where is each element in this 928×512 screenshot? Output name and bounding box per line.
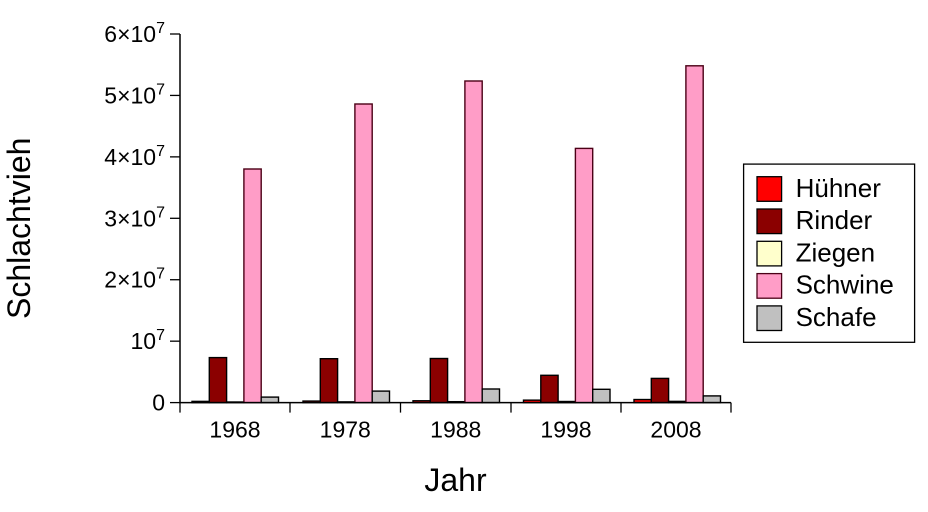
svg-text:4×107: 4×107: [104, 143, 165, 170]
svg-text:Schwine: Schwine: [796, 270, 894, 300]
svg-text:Schafe: Schafe: [796, 302, 877, 332]
svg-text:1998: 1998: [540, 417, 591, 443]
svg-text:3×107: 3×107: [104, 204, 165, 231]
svg-text:Schlachtvieh: Schlachtvieh: [1, 138, 37, 319]
svg-text:Jahr: Jahr: [424, 462, 487, 498]
svg-text:0: 0: [152, 390, 165, 416]
svg-text:1988: 1988: [430, 417, 481, 443]
svg-text:1978: 1978: [320, 417, 371, 443]
svg-text:Ziegen: Ziegen: [796, 237, 876, 267]
svg-text:5×107: 5×107: [104, 81, 165, 108]
svg-text:1968: 1968: [209, 417, 260, 443]
svg-text:6×107: 6×107: [104, 20, 165, 47]
svg-text:Rinder: Rinder: [796, 205, 873, 235]
svg-text:Hühner: Hühner: [796, 173, 882, 203]
svg-text:2×107: 2×107: [104, 266, 165, 293]
svg-text:2008: 2008: [650, 417, 701, 443]
